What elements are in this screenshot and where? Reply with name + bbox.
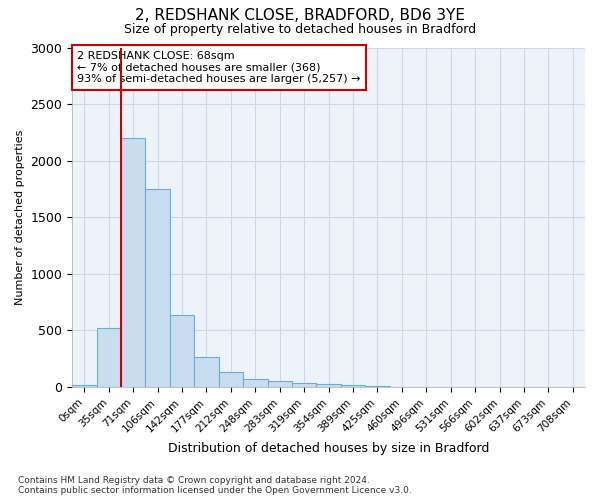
X-axis label: Distribution of detached houses by size in Bradford: Distribution of detached houses by size … xyxy=(168,442,489,455)
Bar xyxy=(268,382,292,387)
Text: Size of property relative to detached houses in Bradford: Size of property relative to detached ho… xyxy=(124,22,476,36)
Text: Contains HM Land Registry data © Crown copyright and database right 2024.
Contai: Contains HM Land Registry data © Crown c… xyxy=(18,476,412,495)
Bar xyxy=(72,385,97,387)
Bar xyxy=(292,383,316,387)
Text: 2, REDSHANK CLOSE, BRADFORD, BD6 3YE: 2, REDSHANK CLOSE, BRADFORD, BD6 3YE xyxy=(135,8,465,22)
Bar xyxy=(121,138,145,387)
Bar xyxy=(243,378,268,387)
Bar xyxy=(316,384,341,387)
Bar xyxy=(365,386,389,387)
Bar xyxy=(97,328,121,387)
Bar xyxy=(145,189,170,387)
Bar xyxy=(194,357,218,387)
Bar xyxy=(218,372,243,387)
Bar xyxy=(389,386,414,387)
Text: 2 REDSHANK CLOSE: 68sqm
← 7% of detached houses are smaller (368)
93% of semi-de: 2 REDSHANK CLOSE: 68sqm ← 7% of detached… xyxy=(77,51,361,84)
Bar xyxy=(170,314,194,387)
Y-axis label: Number of detached properties: Number of detached properties xyxy=(15,130,25,305)
Bar xyxy=(341,386,365,387)
